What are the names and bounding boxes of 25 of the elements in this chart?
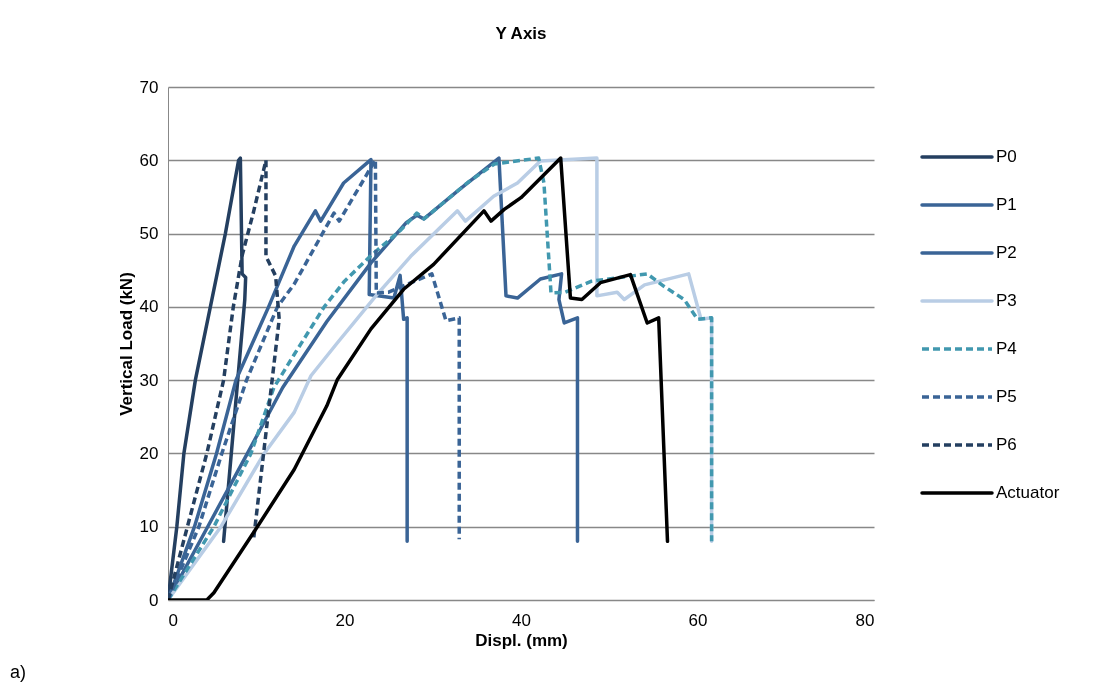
x-axis-title: Displ. (mm) <box>475 630 568 650</box>
text: a) <box>10 662 27 682</box>
x-tick-label: 0 <box>168 610 178 630</box>
y-tick-label: 50 <box>139 224 159 244</box>
x-tick-label: 40 <box>512 610 531 630</box>
legend-label: P5 <box>996 387 1017 406</box>
legend-label: P2 <box>996 243 1017 262</box>
x-tick-label: 80 <box>855 610 875 630</box>
y-axis-title: Vertical Load (kN) <box>116 272 136 416</box>
legend-label: P0 <box>996 147 1017 166</box>
y-tick-label: 30 <box>139 370 159 390</box>
y-tick-label: 10 <box>139 517 159 537</box>
x-tick-label: 60 <box>688 610 708 630</box>
y-tick-label: 70 <box>139 77 159 97</box>
legend-label: P1 <box>996 195 1017 214</box>
y-tick-label: 20 <box>139 443 159 463</box>
y-tick-label: 0 <box>149 590 159 610</box>
x-tick-label: 20 <box>335 610 355 630</box>
chart-title: Y Axis <box>495 24 547 43</box>
y-tick-label: 40 <box>139 297 159 317</box>
y-tick-label: 60 <box>139 150 159 170</box>
legend-label: P4 <box>996 339 1017 358</box>
legend-label: P6 <box>996 435 1017 454</box>
legend-label: P3 <box>996 291 1017 310</box>
legend-label: Actuator <box>996 483 1060 502</box>
